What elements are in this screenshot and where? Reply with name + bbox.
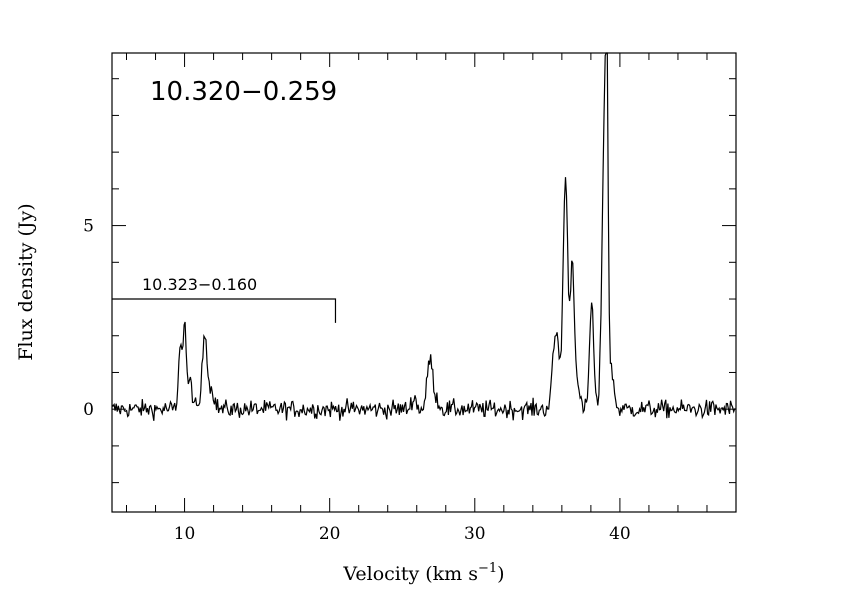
y-tick-label: 0 <box>83 400 94 420</box>
annotation: 10.323−0.160 <box>112 275 337 323</box>
y-tick-label: 5 <box>83 217 94 237</box>
annotation-label: 10.323−0.160 <box>142 275 257 294</box>
plot-frame <box>111 52 737 513</box>
y-axis-label: Flux density (Jy) <box>15 203 37 360</box>
x-tick-label: 10 <box>174 524 196 544</box>
x-tick-label: 40 <box>609 524 631 544</box>
chart-title: 10.320−0.259 <box>150 77 337 107</box>
x-tick-label: 20 <box>319 524 341 544</box>
spectrum-line <box>111 52 736 421</box>
x-tick-labels: 10 20 30 40 <box>174 524 631 544</box>
x-tick-label: 30 <box>464 524 486 544</box>
annotation-bracket <box>112 298 337 323</box>
y-tick-labels: 05 <box>83 217 94 421</box>
x-axis-label: Velocity (km s−1) <box>342 561 504 585</box>
